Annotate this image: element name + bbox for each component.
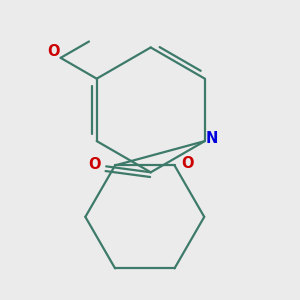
Text: O: O (182, 156, 194, 171)
Text: O: O (47, 44, 59, 59)
Text: O: O (88, 158, 100, 172)
Text: N: N (206, 130, 218, 146)
